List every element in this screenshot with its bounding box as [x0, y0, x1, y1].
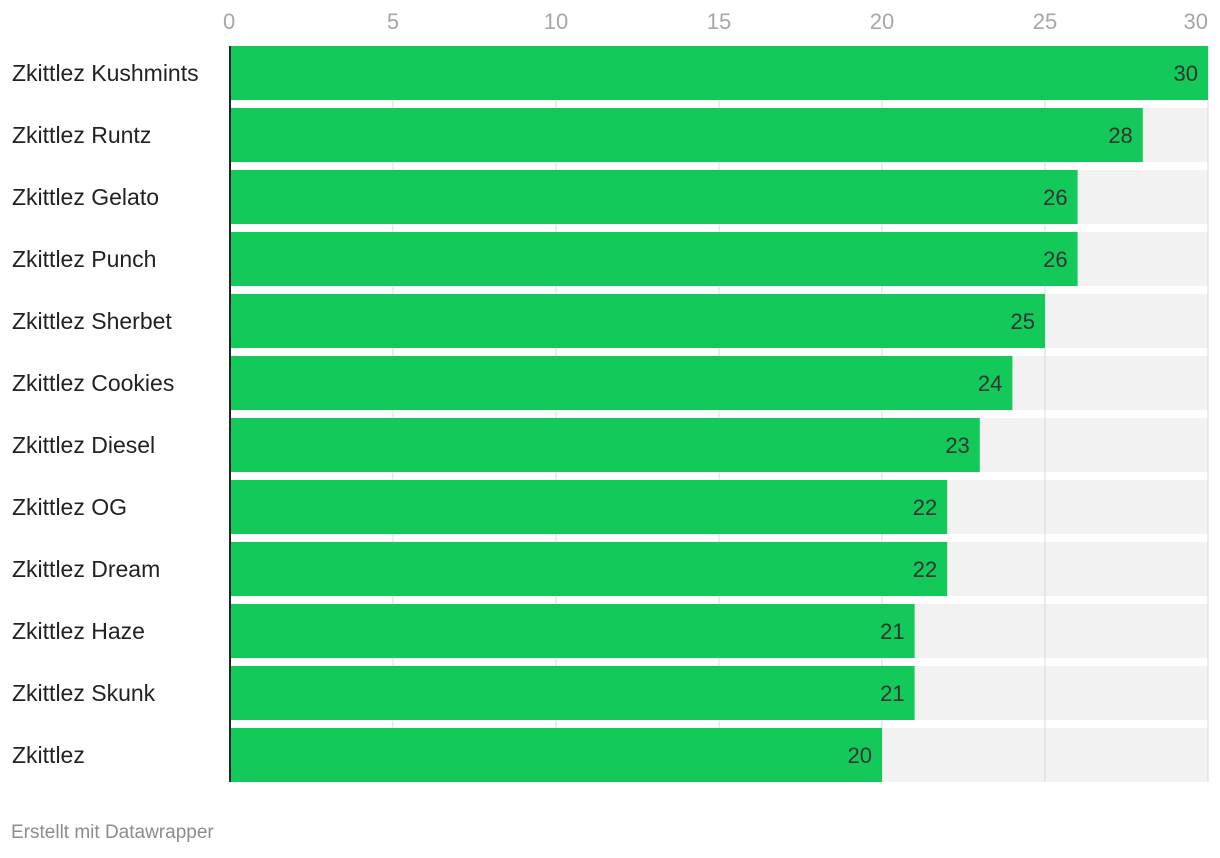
- x-tick-label: 25: [1033, 9, 1057, 34]
- value-label: 21: [880, 681, 904, 706]
- category-label: Zkittlez Cookies: [12, 370, 174, 396]
- category-label: Zkittlez Diesel: [12, 432, 155, 458]
- bar: [230, 542, 948, 596]
- x-tick-label: 0: [223, 9, 235, 34]
- bar: [230, 480, 948, 534]
- value-label: 28: [1108, 123, 1132, 148]
- category-label: Zkittlez Gelato: [12, 184, 159, 210]
- value-label: 23: [945, 433, 969, 458]
- bar: [230, 728, 882, 782]
- category-label: Zkittlez Runtz: [12, 122, 151, 148]
- value-label: 21: [880, 619, 904, 644]
- chart-canvas: 0 5 10 15 20 25 30 Zkittlez Kushmints 30 Zkittlez…: [12, 9, 1209, 782]
- value-label: 20: [848, 743, 872, 768]
- value-label: 24: [978, 371, 1002, 396]
- value-label: 22: [913, 557, 937, 582]
- bar: [230, 604, 915, 658]
- x-tick-label: 20: [870, 9, 894, 34]
- bar: [230, 294, 1045, 348]
- value-label: 30: [1174, 61, 1198, 86]
- bar: [230, 232, 1078, 286]
- value-label: 26: [1043, 185, 1067, 210]
- category-label: Zkittlez Kushmints: [12, 60, 199, 86]
- category-label: Zkittlez OG: [12, 494, 127, 520]
- bar: [230, 356, 1013, 410]
- category-label: Zkittlez Haze: [12, 618, 145, 644]
- x-tick-label: 15: [707, 9, 731, 34]
- category-label: Zkittlez: [12, 742, 85, 768]
- x-tick-label: 5: [387, 9, 399, 34]
- bar: [230, 170, 1078, 224]
- category-label: Zkittlez Dream: [12, 556, 160, 582]
- value-label: 22: [913, 495, 937, 520]
- value-label: 26: [1043, 247, 1067, 272]
- category-label: Zkittlez Skunk: [12, 680, 156, 706]
- bar-chart: 0 5 10 15 20 25 30 Zkittlez Kushmints 30 Zkittlez…: [12, 9, 1209, 782]
- footer-credit: Erstellt mit Datawrapper: [11, 822, 214, 843]
- bar: [230, 46, 1208, 100]
- bar: [230, 418, 980, 472]
- value-label: 25: [1011, 309, 1035, 334]
- x-tick-label: 30: [1184, 9, 1208, 34]
- x-tick-label: 10: [544, 9, 568, 34]
- bar: [230, 108, 1143, 162]
- category-label: Zkittlez Sherbet: [12, 308, 172, 334]
- bar: [230, 666, 915, 720]
- category-label: Zkittlez Punch: [12, 246, 156, 272]
